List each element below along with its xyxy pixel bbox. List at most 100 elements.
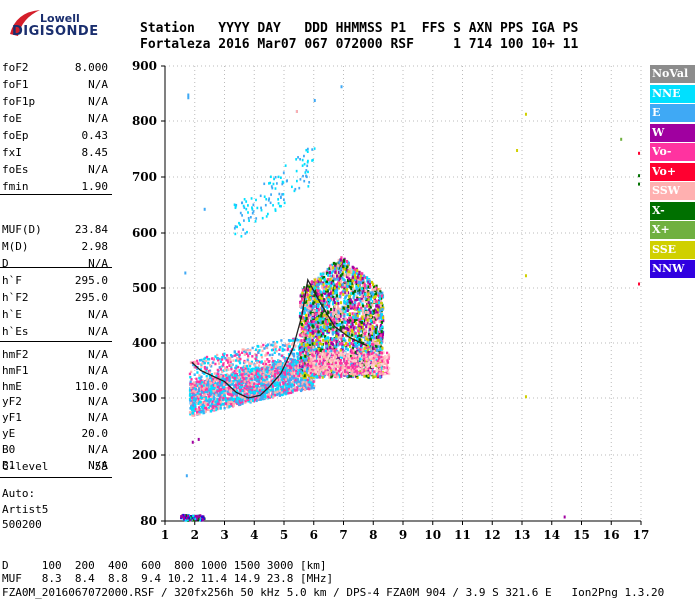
echo-point — [191, 388, 194, 392]
echo-point — [299, 386, 303, 390]
y-tick-label: 600 — [132, 226, 157, 240]
echo-point — [231, 375, 234, 379]
echo-point — [197, 398, 200, 402]
echo-point — [345, 289, 349, 293]
echo-point — [240, 383, 243, 387]
echo-point — [269, 365, 272, 369]
echo-point — [286, 348, 289, 352]
echo-point — [259, 386, 262, 390]
echo-point — [301, 349, 305, 353]
echo-point — [336, 297, 339, 301]
echo-point — [270, 366, 273, 370]
echo-point — [285, 369, 289, 373]
echo-point — [210, 373, 213, 376]
echo-point — [378, 347, 381, 351]
echo-point — [344, 354, 347, 358]
echo-point — [380, 306, 383, 310]
echo-point — [354, 342, 358, 346]
echo-point — [232, 402, 236, 405]
echo-point — [348, 312, 351, 316]
echo-point — [199, 408, 202, 411]
param-separator — [0, 194, 112, 195]
echo-point — [302, 375, 305, 379]
echo-point — [303, 381, 306, 384]
echo-point — [311, 382, 315, 385]
echo-point — [274, 387, 277, 391]
echo-point — [192, 406, 195, 410]
echo-point — [313, 385, 316, 388]
echo-point — [266, 351, 269, 355]
echo-point — [190, 406, 194, 409]
echo-point — [210, 408, 213, 412]
echo-point — [262, 343, 265, 347]
param-row: B1 N/A — [2, 459, 108, 476]
echo-point — [204, 356, 207, 360]
echo-point — [227, 356, 230, 360]
echo-point — [305, 353, 308, 357]
echo-point — [301, 325, 304, 329]
echo-point — [374, 336, 377, 340]
echo-point — [242, 348, 245, 351]
echo-point — [309, 311, 312, 315]
echo-point — [238, 379, 241, 382]
x-tick-label: 9 — [399, 528, 407, 542]
echo-point — [353, 325, 356, 329]
echo-point — [267, 396, 270, 400]
echo-point — [229, 360, 232, 364]
echo-point — [230, 380, 233, 383]
echo-point — [190, 396, 194, 399]
echo-point — [251, 399, 255, 402]
echo-point — [310, 387, 313, 390]
echo-point — [276, 386, 279, 390]
echo-point — [372, 343, 375, 347]
echo-point — [299, 343, 302, 347]
echo-point — [327, 350, 330, 354]
echo-point — [375, 302, 378, 306]
echo-point — [338, 342, 341, 346]
echo-point — [284, 391, 287, 394]
echo-point — [303, 312, 306, 316]
echo-point — [205, 369, 208, 372]
echo-point — [249, 390, 252, 393]
echo-point — [223, 394, 226, 397]
echo-point — [234, 386, 238, 390]
echo-point — [357, 346, 360, 350]
echo-point — [197, 411, 200, 414]
echo-point — [274, 369, 277, 373]
param-name: h`E — [2, 308, 22, 321]
echo-point — [324, 298, 327, 302]
echo-point — [229, 398, 232, 401]
echo-point — [219, 368, 222, 371]
echo-point — [231, 373, 234, 377]
echo-point — [288, 359, 292, 363]
echo-point — [244, 401, 247, 404]
echo-point — [330, 279, 333, 283]
echo-point — [360, 296, 363, 300]
echo-point — [340, 337, 343, 341]
param-value: N/A — [88, 411, 108, 425]
echo-point — [263, 377, 267, 380]
echo-point — [271, 370, 275, 373]
echo-point — [203, 411, 206, 414]
echo-point — [274, 372, 277, 376]
echo-point — [276, 383, 279, 387]
echo-point — [372, 309, 375, 313]
echo-point — [359, 357, 362, 361]
echo-point — [238, 360, 241, 363]
echo-point — [323, 350, 326, 354]
echo-point — [340, 265, 343, 269]
echo-point — [379, 295, 382, 299]
echo-point — [234, 379, 237, 382]
param-name: h`Es — [2, 325, 29, 338]
echo-point — [282, 384, 286, 387]
echo-point — [224, 356, 227, 360]
echo-point — [371, 288, 374, 292]
echo-point — [330, 307, 333, 311]
echo-point — [285, 384, 288, 387]
echo-point — [344, 347, 348, 351]
echo-point — [332, 261, 335, 265]
echo-point — [310, 342, 313, 346]
echo-point — [201, 403, 204, 407]
echo-point — [294, 366, 297, 369]
